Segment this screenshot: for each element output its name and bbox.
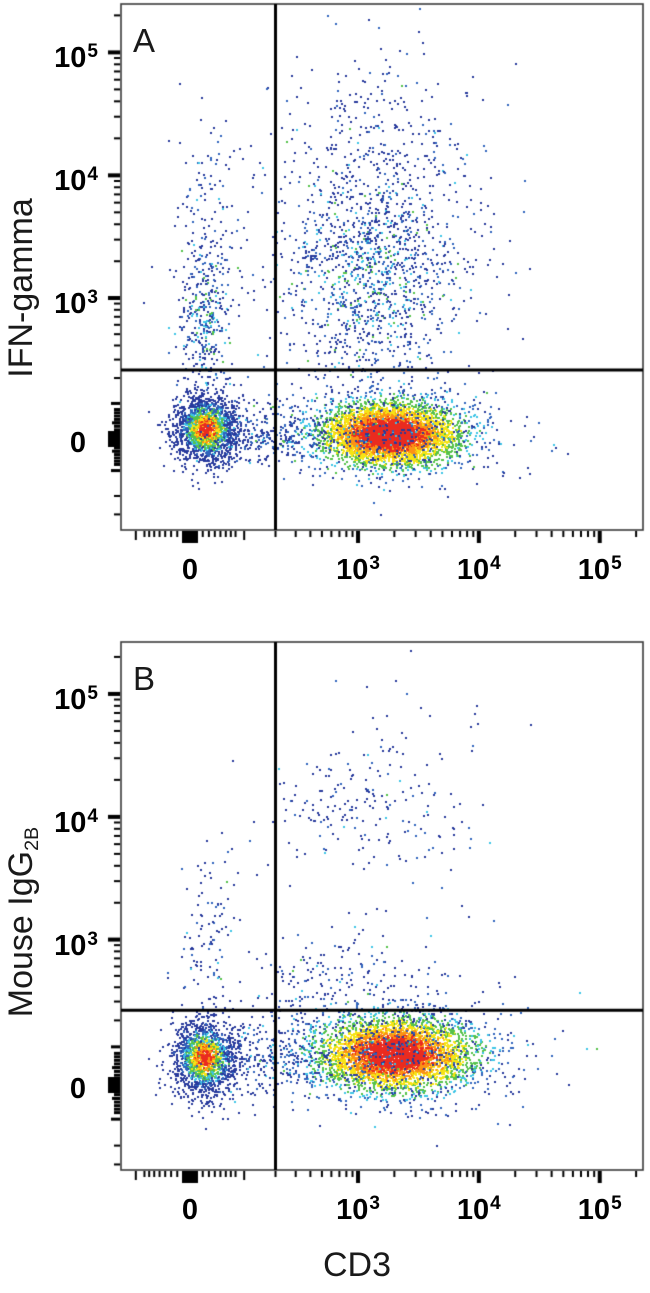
scatter-plot-canvas — [0, 0, 650, 1293]
flow-cytometry-figure: A B IFN-gamma Mouse IgG2B CD3 0 103 104 105… — [0, 0, 650, 1293]
